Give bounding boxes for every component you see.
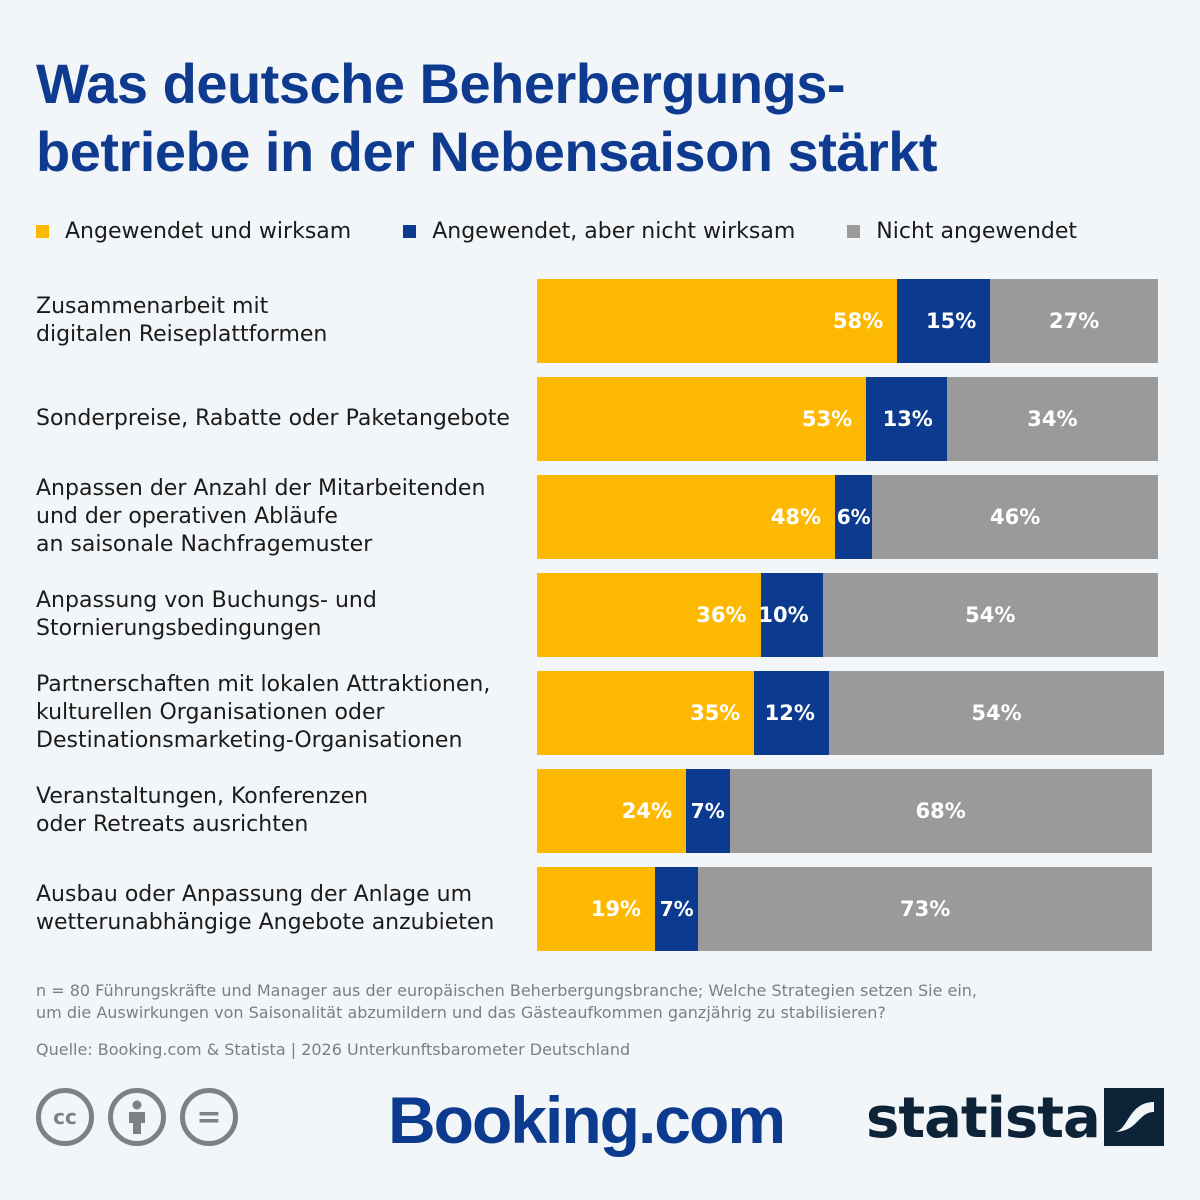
data-label: 48% (770, 505, 822, 529)
footnote-line: um die Auswirkungen von Saisonalität abz… (36, 1003, 886, 1022)
bar-segment: 24% (537, 769, 687, 853)
category-label-line: Anpassung von Buchungs- und (36, 588, 377, 613)
bar-segment: 19% (537, 867, 655, 951)
legend-item: Angewendet, aber nicht wirksam (403, 219, 795, 244)
category-label-line: kulturellen Organisationen oder (36, 700, 385, 725)
category-label-line: Destinationsmarketing-Organisationen (36, 728, 463, 753)
stacked-bar: 36% 10% 54% (537, 573, 1158, 657)
stacked-bar: 53% 13% 34% (537, 377, 1158, 461)
bar-segment: 15% (897, 279, 991, 363)
license-icons: cc = (36, 1088, 252, 1146)
data-label: 73% (899, 897, 951, 921)
bar-segment: 10% (758, 573, 823, 657)
data-label: 19% (590, 897, 641, 921)
legend-label: Angewendet und wirksam (65, 218, 352, 244)
statista-logo: statista (866, 1086, 1101, 1151)
data-label: 10% (758, 603, 809, 627)
statista-mark-icon (1104, 1088, 1164, 1146)
stacked-bar: 58% 15% 27% (537, 279, 1158, 363)
bar-segment: 27% (990, 279, 1158, 363)
legend-swatch-effective (36, 224, 49, 238)
cc-icon: cc (36, 1088, 94, 1146)
bar-segment: 48% (537, 475, 836, 559)
data-label: 7% (690, 799, 725, 823)
title-line: betriebe in der Nebensaison stärkt (36, 120, 938, 183)
no-derivatives-icon: = (180, 1088, 238, 1146)
bar-segment: 7% (686, 769, 730, 853)
category-label-line: Ausbau oder Anpassung der Anlage um (36, 882, 473, 907)
stacked-bar: 35% 12% 54% (537, 671, 1165, 755)
data-label: 15% (926, 309, 977, 333)
bar-segment: 68% (729, 769, 1152, 853)
data-label: 7% (659, 897, 694, 921)
category-label-line: Partnerschaften mit lokalen Attraktionen… (36, 672, 491, 697)
data-label: 24% (621, 799, 673, 823)
data-label: 6% (836, 505, 871, 529)
data-label: 46% (990, 505, 1041, 529)
legend-swatch-not-effective (403, 224, 417, 238)
data-label: 54% (971, 701, 1022, 725)
bar-segment: 34% (946, 377, 1158, 461)
category-label-line: Anpassen der Anzahl der Mitarbeitenden (36, 476, 486, 501)
stacked-bar: 24% 7% 68% (537, 769, 1152, 853)
legend: Angewendet und wirksam Angewendet, aber … (36, 216, 1129, 246)
bar-segment: 6% (835, 475, 873, 559)
category-label: Ausbau oder Anpassung der Anlage um wette… (36, 867, 526, 951)
category-label: Partnerschaften mit lokalen Attraktionen… (36, 671, 526, 755)
category-label: Anpassen der Anzahl der Mitarbeitenden un… (36, 475, 526, 559)
data-label: 36% (696, 603, 747, 627)
legend-label: Angewendet, aber nicht wirksam (432, 218, 796, 244)
legend-item: Nicht angewendet (847, 219, 1077, 244)
data-label: 12% (764, 701, 815, 725)
data-label: 34% (1027, 407, 1078, 431)
stacked-bar: 48% 6% 46% (537, 475, 1158, 559)
footnote: n = 80 Führungskräfte und Manager aus de… (36, 980, 1176, 1024)
title-line: Was deutsche Beherbergungs- (36, 52, 846, 115)
bar-segment: 13% (866, 377, 947, 461)
legend-item: Angewendet und wirksam (36, 219, 351, 244)
data-label: 13% (882, 407, 933, 431)
category-label: Anpassung von Buchungs- und Stornierungsb… (36, 573, 526, 657)
chart-title: Was deutsche Beherbergungs- betriebe in … (36, 50, 1166, 186)
bar-segment: 54% (822, 573, 1158, 657)
category-label-line: Veranstaltungen, Konferenzen (36, 784, 369, 809)
category-label-line: Sonderpreise, Rabatte oder Paketangebote (36, 406, 510, 431)
category-label: Sonderpreise, Rabatte oder Paketangebote (36, 377, 526, 461)
legend-swatch-not-applied (847, 224, 861, 238)
data-label: 53% (801, 407, 853, 431)
bar-segment: 35% (537, 671, 755, 755)
category-label-line: Zusammenarbeit mit (36, 294, 269, 319)
footnote-line: n = 80 Führungskräfte und Manager aus de… (36, 981, 978, 1000)
bar-segment: 73% (698, 867, 1152, 951)
attribution-icon (108, 1088, 166, 1146)
source-note: Quelle: Booking.com & Statista | 2026 Un… (36, 1040, 631, 1059)
category-label-line: und der operativen Abläufe (36, 504, 338, 529)
stacked-bar: 19% 7% 73% (537, 867, 1152, 951)
category-label: Zusammenarbeit mit digitalen Reiseplattfo… (36, 279, 526, 363)
bar-segment: 46% (872, 475, 1158, 559)
data-label: 58% (832, 309, 884, 333)
category-label-line: an saisonale Nachfragemuster (36, 532, 373, 557)
bar-segment: 53% (537, 377, 867, 461)
data-label: 27% (1049, 309, 1100, 333)
bar-segment: 7% (654, 867, 699, 951)
bar-segment: 54% (828, 671, 1165, 755)
category-label-line: oder Retreats ausrichten (36, 812, 309, 837)
booking-logo: Booking.com (388, 1083, 786, 1157)
bar-segment: 58% (537, 279, 898, 363)
bar-segment: 12% (754, 671, 829, 755)
category-label-line: digitalen Reiseplattformen (36, 322, 328, 347)
category-label-line: wetterunabhängige Angebote anzubieten (36, 910, 495, 935)
data-label: 35% (690, 701, 741, 725)
legend-label: Nicht angewendet (876, 218, 1078, 244)
data-label: 54% (965, 603, 1016, 627)
category-label-line: Stornierungsbedingungen (36, 616, 322, 641)
category-label: Veranstaltungen, Konferenzen oder Retreat… (36, 769, 526, 853)
data-label: 68% (915, 799, 966, 823)
bar-segment: 36% (537, 573, 761, 657)
